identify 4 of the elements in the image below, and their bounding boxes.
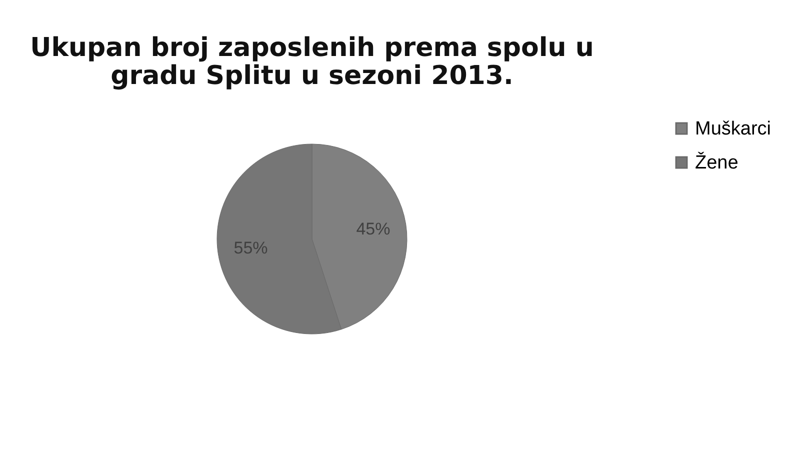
legend-label: Muškarci: [695, 118, 772, 140]
chart-title: Ukupan broj zaposlenih prema spolu u gradu Splitu u sezoni 2013.: [30, 33, 594, 91]
data-label: 45%: [356, 219, 390, 238]
legend-label: Žene: [695, 152, 738, 174]
